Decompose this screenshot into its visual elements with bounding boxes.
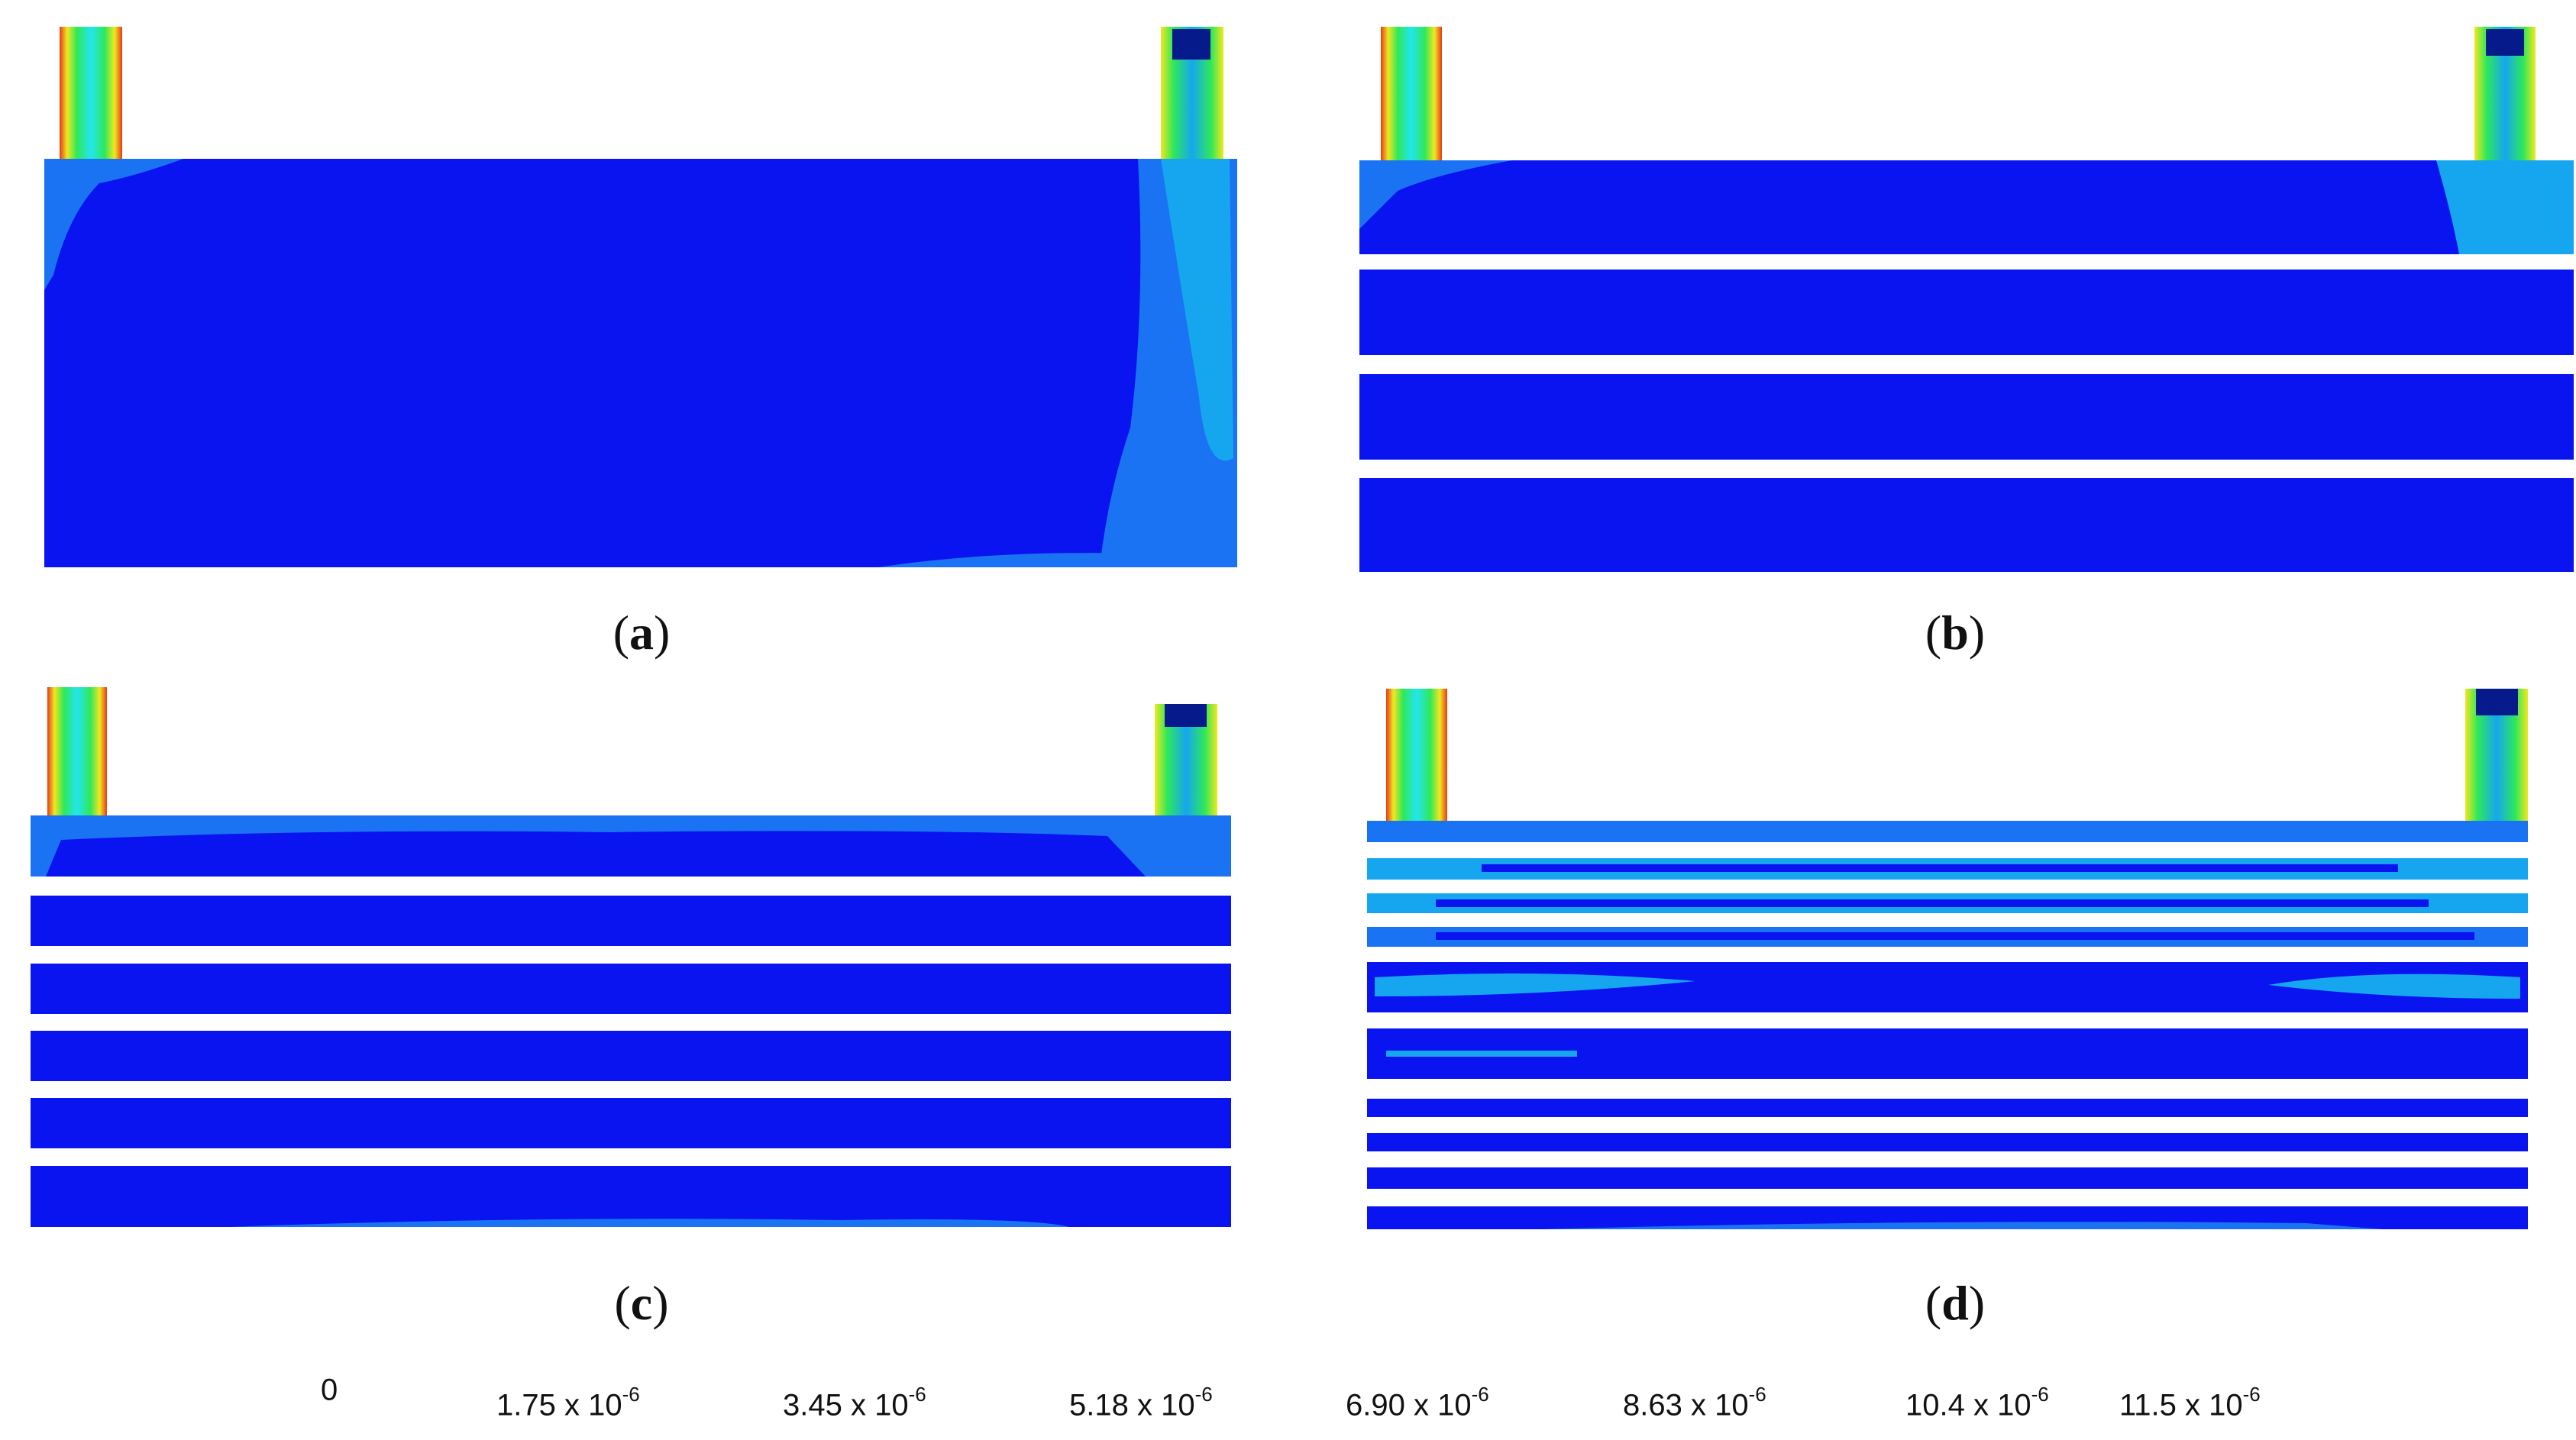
legend-label-7: 11.5 x 10-6 [2119, 1383, 2261, 1422]
channel-2 [31, 896, 1231, 946]
panel-d: (d) [1314, 672, 2576, 1344]
inlet-pipe [60, 27, 122, 160]
legend-label-2: 3.45 x 10-6 [783, 1383, 926, 1422]
channel-3 [31, 964, 1231, 1014]
caption-d: (d) [1925, 1276, 1986, 1330]
contour-plot-c [31, 687, 1231, 1227]
legend-label-0: 0 [321, 1373, 338, 1407]
channel-5-plume-right [2268, 973, 2520, 999]
outlet-core [1172, 29, 1210, 60]
outlet-plume-inner [1161, 159, 1233, 461]
channel-9 [1367, 1167, 2528, 1189]
channel-5 [31, 1098, 1231, 1148]
bottom-band [878, 553, 1237, 567]
legend-label-6: 10.4 x 10-6 [1905, 1383, 2049, 1422]
legend-label-3: 5.18 x 10-6 [1069, 1383, 1213, 1422]
contour-plot-b [1359, 27, 2574, 572]
channel-6-streak [1386, 1051, 1577, 1057]
legend-label-4: 6.90 x 10-6 [1346, 1383, 1489, 1422]
channel-2-core [1482, 864, 2398, 872]
channel-6 [31, 1166, 1231, 1227]
contour-plot-a [44, 27, 1237, 567]
channel-1-core [46, 831, 1146, 877]
caption-a: (a) [612, 605, 671, 660]
bottom-band [229, 1219, 1069, 1227]
channel-3-core [1436, 899, 2429, 907]
channel-4 [1359, 478, 2574, 572]
channel-body [44, 159, 1237, 567]
channel-3 [1359, 374, 2574, 460]
panel-b: (b) [1314, 0, 2576, 687]
channel-7 [1367, 1099, 2528, 1117]
inlet-plume [1359, 160, 1512, 229]
channel-5-plume-left [1375, 973, 1695, 996]
channel-4 [31, 1031, 1231, 1081]
caption-c: (c) [614, 1276, 669, 1330]
outlet-core [1165, 704, 1207, 727]
outlet-core [2476, 689, 2518, 715]
channel-4-core [1436, 932, 2474, 940]
channel-8 [1367, 1133, 2528, 1151]
inlet-plume [44, 159, 183, 290]
channel-2 [1359, 270, 2574, 355]
contour-plot-d [1367, 689, 2528, 1229]
panel-a: (a) [0, 0, 1291, 687]
outlet-plume [2436, 160, 2574, 254]
channel-1 [1359, 160, 2574, 254]
inlet-pipe [47, 687, 107, 817]
inlet-pipe [1381, 27, 1442, 160]
legend-label-5: 8.63 x 10-6 [1623, 1383, 1766, 1422]
inlet-pipe [1386, 689, 1447, 822]
legend-label-1: 1.75 x 10-6 [496, 1383, 640, 1422]
channel-1 [1367, 821, 2528, 842]
bottom-band [1543, 1222, 2383, 1229]
panel-c: (c) [0, 672, 1291, 1344]
outlet-core [2486, 29, 2524, 56]
caption-b: (b) [1925, 605, 1986, 660]
